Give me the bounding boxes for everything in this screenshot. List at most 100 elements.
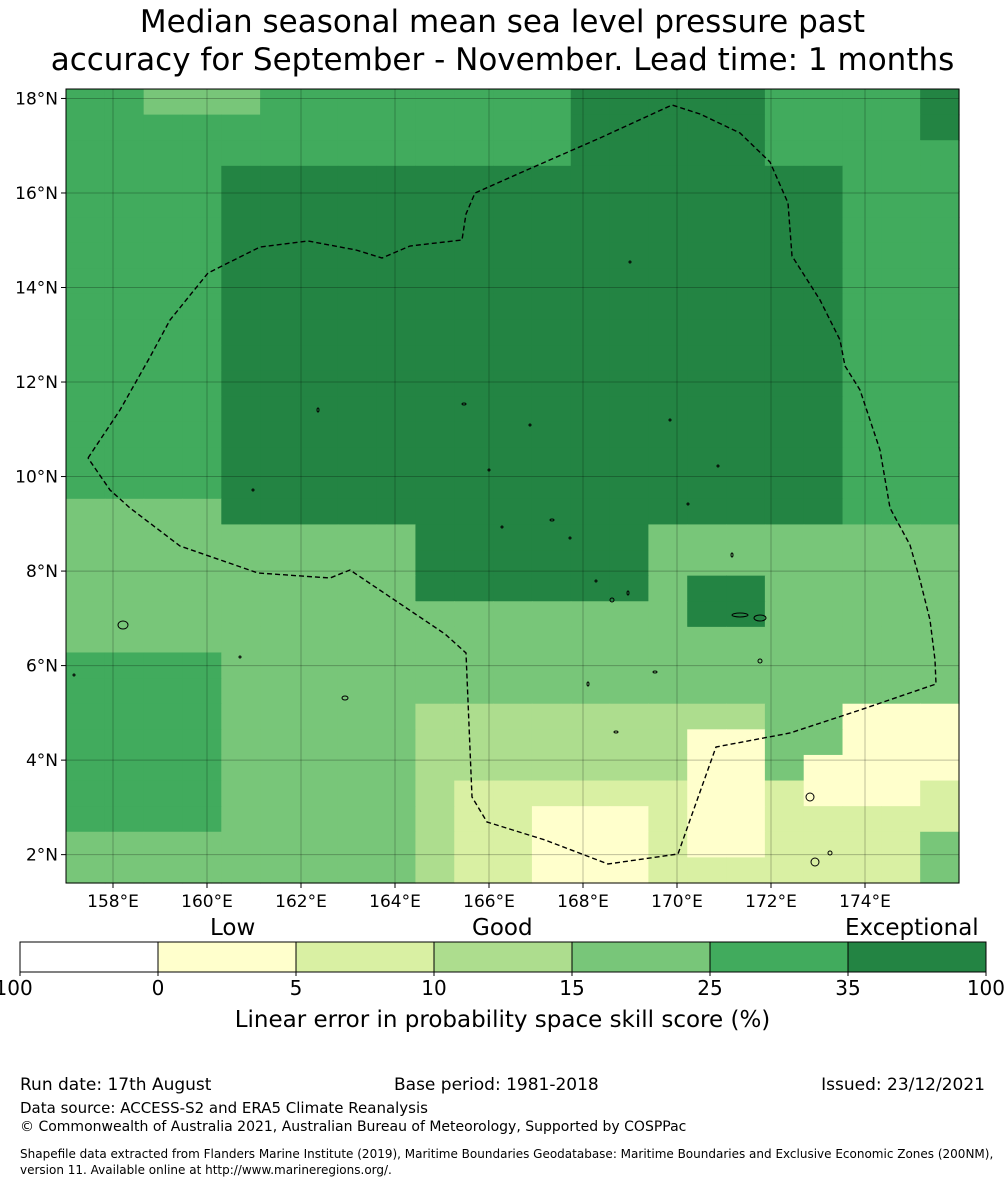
- skill-cell: [182, 678, 222, 705]
- skill-cell: [66, 396, 106, 423]
- skill-cell: [182, 831, 222, 858]
- skill-cell: [881, 498, 921, 526]
- skill-cell: [648, 268, 688, 295]
- skill-cell: [881, 396, 921, 423]
- skill-cell: [104, 345, 145, 372]
- skill-cell: [182, 626, 222, 654]
- skill-cell: [66, 729, 106, 756]
- lat-tick-label: 10°N: [15, 468, 58, 488]
- skill-cell: [454, 268, 494, 295]
- skill-cell: [881, 191, 921, 218]
- skill-cell: [648, 806, 688, 833]
- skill-cell: [182, 89, 222, 116]
- skill-cell: [842, 806, 882, 833]
- skill-cell: [609, 626, 649, 654]
- skill-cell: [376, 806, 417, 833]
- skill-cell: [298, 729, 339, 756]
- skill-cell: [803, 652, 844, 679]
- skill-cell: [803, 396, 844, 423]
- skill-cell: [104, 165, 145, 193]
- skill-cell: [648, 652, 688, 679]
- skill-cell: [803, 678, 844, 705]
- colorbar-bin: [157, 941, 297, 973]
- skill-cell: [182, 652, 222, 679]
- skill-cell: [648, 754, 688, 782]
- base-period: Base period: 1981-2018: [394, 1075, 599, 1095]
- skill-cell: [493, 729, 533, 756]
- skill-cell: [842, 191, 882, 218]
- skill-cell: [221, 114, 261, 141]
- skill-cell: [726, 857, 766, 884]
- skill-cell: [531, 242, 572, 269]
- skill-cell: [764, 550, 805, 577]
- eez-boundary: [87, 104, 937, 865]
- skill-cell: [920, 601, 960, 628]
- skill-cell: [803, 857, 844, 884]
- skill-cell: [454, 857, 494, 884]
- skill-cell: [842, 370, 882, 397]
- skill-cell: [337, 293, 378, 321]
- skill-cell: [66, 242, 106, 269]
- skill-cell: [764, 626, 805, 654]
- skill-cell: [609, 473, 649, 500]
- skill-cell: [260, 370, 300, 397]
- skill-cell: [143, 575, 184, 602]
- skill-cell: [687, 165, 727, 193]
- skill-cell: [298, 626, 339, 654]
- skill-cell: [920, 831, 960, 858]
- skill-cell: [337, 473, 378, 500]
- lon-tick-label: 168°E: [557, 892, 609, 912]
- skill-cell: [570, 447, 611, 474]
- skill-cell: [726, 550, 766, 577]
- skill-cell: [143, 703, 184, 730]
- skill-cell: [726, 447, 766, 474]
- skill-cell: [920, 498, 960, 526]
- skill-cell: [570, 191, 611, 218]
- skill-cell: [260, 473, 300, 500]
- skill-cell: [920, 293, 960, 321]
- skill-cell: [531, 729, 572, 756]
- skill-cell: [687, 857, 727, 884]
- skill-cell: [415, 217, 455, 244]
- skill-cell: [493, 806, 533, 833]
- skill-cell: [920, 370, 960, 397]
- map-frame: [65, 88, 960, 884]
- skill-cell: [881, 421, 921, 449]
- skill-cell: [764, 857, 805, 884]
- skill-cell: [609, 293, 649, 321]
- skill-cell: [609, 678, 649, 705]
- skill-cell: [104, 421, 145, 449]
- skill-cell: [726, 626, 766, 654]
- skill-cell: [570, 678, 611, 705]
- skill-cell: [609, 601, 649, 628]
- skill-cell: [493, 191, 533, 218]
- skill-cell: [842, 678, 882, 705]
- skill-cell: [66, 191, 106, 218]
- skill-cell: [920, 396, 960, 423]
- skill-cell: [609, 140, 649, 167]
- skill-cell: [764, 652, 805, 679]
- skill-cell: [920, 140, 960, 167]
- skill-cell: [182, 498, 222, 526]
- skill-cell: [337, 831, 378, 858]
- skill-cell: [337, 575, 378, 602]
- skill-cell: [881, 754, 921, 782]
- skill-cell: [493, 575, 533, 602]
- skill-cell: [66, 140, 106, 167]
- skill-cell: [842, 857, 882, 884]
- skill-cell: [143, 293, 184, 321]
- skill-cell: [104, 396, 145, 423]
- skill-cell: [842, 293, 882, 321]
- skill-cell: [66, 703, 106, 730]
- skill-cell: [609, 89, 649, 116]
- skill-cell: [143, 165, 184, 193]
- skill-cell: [881, 729, 921, 756]
- skill-cell: [454, 652, 494, 679]
- skill-cell: [687, 678, 727, 705]
- skill-cell: [104, 114, 145, 141]
- skill-cell: [221, 575, 261, 602]
- skill-cell: [104, 268, 145, 295]
- skill-cell: [531, 780, 572, 807]
- island-outline: [652, 670, 658, 674]
- skill-cell: [493, 703, 533, 730]
